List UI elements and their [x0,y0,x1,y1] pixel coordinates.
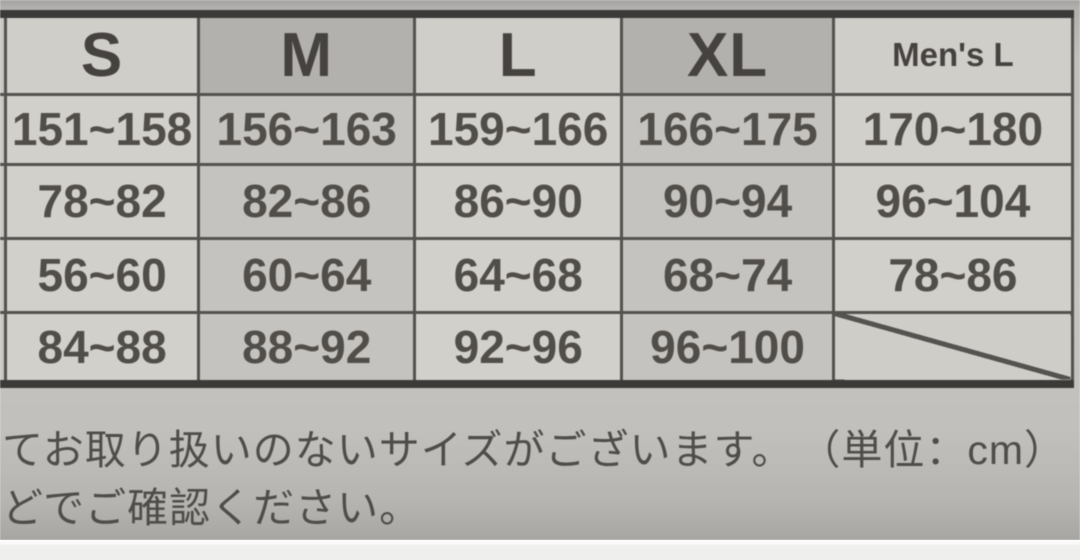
cropped-cell [0,236,7,314]
size-cell: 92~96 [413,310,624,386]
footer-note-line1: てお取り扱いのないサイズがございます。 （単位：cm） [0,416,1080,476]
size-cell: 60~64 [197,236,417,314]
size-cell: 68~74 [620,236,835,314]
size-chart-photo: S M L XL Men's L 151~158 156~163 159~166… [0,0,1080,540]
header-size-m: M [197,12,417,96]
size-cell: 166~175 [620,92,835,166]
size-cell: 156~163 [197,92,417,166]
cropped-cell [0,162,7,240]
size-cell: 86~90 [413,162,624,240]
size-cell: 159~166 [413,92,624,166]
table-row-height: 151~158 156~163 159~166 166~175 170~180 [0,92,1075,166]
size-cell: 82~86 [197,162,417,240]
header-row: S M L XL Men's L [0,12,1075,96]
header-size-mens-l: Men's L [831,12,1075,96]
size-chart-table: S M L XL Men's L 151~158 156~163 159~166… [0,10,1075,388]
cropped-cell [0,310,7,386]
table-row-bust: 78~82 82~86 86~90 90~94 96~104 [0,162,1075,240]
unit-label: （単位：cm） [799,427,1066,473]
header-size-xl: XL [620,12,835,96]
header-size-s: S [3,12,201,96]
size-cell: 88~92 [197,310,417,386]
size-cell: 64~68 [413,236,624,314]
size-cell: 56~60 [3,236,201,314]
size-cell: 78~82 [3,162,201,240]
footer-note-line2: どでご確認ください。 [2,485,422,531]
size-cell: 96~104 [831,162,1075,240]
size-cell: 170~180 [831,92,1075,166]
size-cell: 96~100 [620,310,835,386]
size-cell: 78~86 [831,236,1075,314]
header-size-l: L [413,12,624,96]
size-cell: 90~94 [620,162,835,240]
footer-note-text: てお取り扱いのないサイズがございます。 [2,427,794,473]
cropped-label-column [0,12,7,96]
size-cell: 84~88 [3,310,201,386]
table-row-waist: 56~60 60~64 64~68 68~74 78~86 [0,236,1075,314]
size-cell: 151~158 [3,92,201,166]
table-row-hip: 84~88 88~92 92~96 96~100 [0,310,1075,386]
empty-cell-diagonal-slash [831,310,1075,386]
page-background-strip [0,540,1080,560]
cropped-cell [0,92,7,166]
